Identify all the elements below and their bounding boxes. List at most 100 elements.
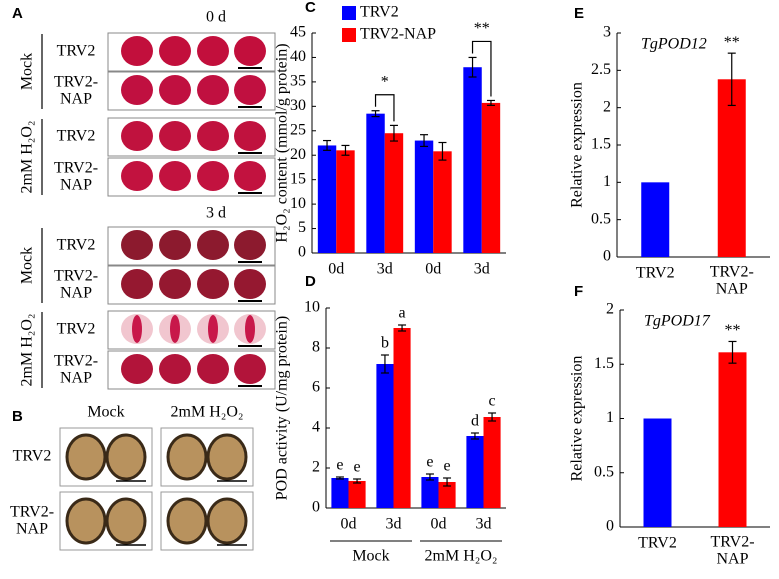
error-bar bbox=[728, 340, 737, 364]
error-bar bbox=[727, 52, 736, 107]
bar bbox=[717, 79, 746, 257]
y-tick-label: 10 bbox=[290, 195, 306, 212]
y-axis-label: H₂O₂ content (mmol/g protein) bbox=[274, 43, 291, 242]
error-bar bbox=[398, 324, 407, 332]
petal-disc bbox=[121, 36, 153, 66]
error-bar bbox=[425, 473, 434, 481]
y-tick-label: 0 bbox=[603, 248, 611, 265]
x-tick-label: 0d bbox=[431, 516, 447, 533]
y-tick-label: 4 bbox=[312, 419, 320, 436]
timepoint-label: 0 d bbox=[206, 9, 226, 26]
bar bbox=[433, 151, 452, 253]
significance-bracket bbox=[374, 94, 395, 122]
error-bar bbox=[443, 477, 452, 487]
y-tick-label: 30 bbox=[290, 97, 306, 114]
y-tick-label: 45 bbox=[290, 24, 306, 41]
petal-disc bbox=[197, 75, 229, 105]
error-bar bbox=[353, 478, 362, 484]
seed bbox=[105, 433, 147, 481]
x-tick-label: 3d bbox=[377, 261, 393, 278]
y-tick-label: 10 bbox=[304, 299, 320, 316]
y-axis-label: POD activity (U/mg protein) bbox=[274, 316, 291, 500]
petal-disc bbox=[159, 161, 191, 191]
petal-disc bbox=[234, 75, 266, 105]
significance-mark: * bbox=[381, 73, 389, 90]
significance-bracket bbox=[471, 40, 492, 97]
x-tick-label: 0d bbox=[328, 261, 344, 278]
bar bbox=[641, 182, 670, 257]
petal-disc bbox=[121, 75, 153, 105]
group-label: 2mM H₂O₂ bbox=[425, 548, 498, 565]
y-tick-label: 15 bbox=[290, 170, 306, 187]
petal-disc bbox=[159, 36, 191, 66]
error-bar bbox=[468, 56, 477, 78]
petal-disc bbox=[234, 36, 266, 66]
petal-disc bbox=[234, 354, 266, 384]
bar bbox=[331, 478, 349, 508]
petal-disc bbox=[121, 161, 153, 191]
x-tick-label: 3d bbox=[476, 516, 492, 533]
x-tick-label: 3d bbox=[386, 516, 402, 533]
treatment-label: Mock bbox=[19, 53, 36, 90]
petal-disc bbox=[197, 230, 229, 260]
legend-swatch bbox=[342, 28, 356, 42]
error-bar bbox=[438, 141, 447, 161]
row-label: TRV2 bbox=[57, 128, 96, 145]
x-tick-label: 3d bbox=[474, 261, 490, 278]
significance-letter: e bbox=[443, 458, 450, 475]
bar bbox=[481, 102, 501, 254]
y-tick-label: 0 bbox=[298, 244, 306, 261]
y-tick-label: 25 bbox=[290, 121, 306, 138]
panel-label: C bbox=[305, 0, 316, 16]
significance-mark: ** bbox=[724, 34, 740, 51]
y-tick-label: 40 bbox=[290, 48, 306, 65]
seed bbox=[206, 433, 248, 481]
error-bar bbox=[486, 99, 495, 106]
seed bbox=[65, 433, 107, 481]
petal-disc bbox=[121, 269, 153, 299]
y-tick-label: 2.5 bbox=[591, 61, 611, 78]
x-tick-label: 0d bbox=[341, 516, 357, 533]
seed bbox=[65, 497, 107, 545]
significance-mark: ** bbox=[474, 20, 490, 37]
y-tick-label: 8 bbox=[312, 339, 320, 356]
significance-letter: e bbox=[336, 457, 343, 474]
error-bar bbox=[470, 432, 479, 440]
petal-disc bbox=[159, 121, 191, 151]
petal-disc bbox=[234, 269, 266, 299]
row-label: TRV2-NAP bbox=[54, 73, 98, 107]
bar bbox=[348, 481, 366, 508]
bar bbox=[336, 150, 355, 253]
y-tick-label: 0.5 bbox=[591, 210, 611, 227]
y-axis-label: Relative expression bbox=[569, 356, 586, 482]
significance-letter: a bbox=[398, 305, 405, 322]
panel-label: A bbox=[12, 5, 23, 22]
y-tick-label: 3 bbox=[603, 24, 611, 41]
y-tick-label: 35 bbox=[290, 73, 306, 90]
row-label: TRV2 bbox=[13, 448, 52, 465]
gene-name: TgPOD17 bbox=[644, 313, 711, 330]
panel-label: E bbox=[574, 5, 584, 22]
significance-mark: ** bbox=[725, 322, 741, 339]
treatment-label: 2mM H₂O₂ bbox=[19, 121, 36, 194]
petal-disc bbox=[159, 230, 191, 260]
bar bbox=[384, 133, 404, 253]
petal-disc bbox=[234, 230, 266, 260]
seed bbox=[166, 497, 208, 545]
significance-letter: d bbox=[471, 413, 479, 430]
seed bbox=[206, 497, 248, 545]
x-tick-label: 0d bbox=[425, 261, 441, 278]
petal-disc bbox=[197, 269, 229, 299]
petal-disc bbox=[197, 161, 229, 191]
y-tick-label: 0.5 bbox=[594, 463, 614, 480]
row-label: TRV2-NAP bbox=[54, 352, 98, 386]
petal-disc bbox=[121, 121, 153, 151]
petal-disc bbox=[121, 230, 153, 260]
legend-swatch bbox=[342, 6, 356, 20]
significance-letter: e bbox=[426, 454, 433, 471]
seed bbox=[166, 433, 208, 481]
y-tick-label: 1.5 bbox=[591, 136, 611, 153]
error-bar bbox=[420, 134, 429, 148]
treatment-label: Mock bbox=[19, 247, 36, 284]
